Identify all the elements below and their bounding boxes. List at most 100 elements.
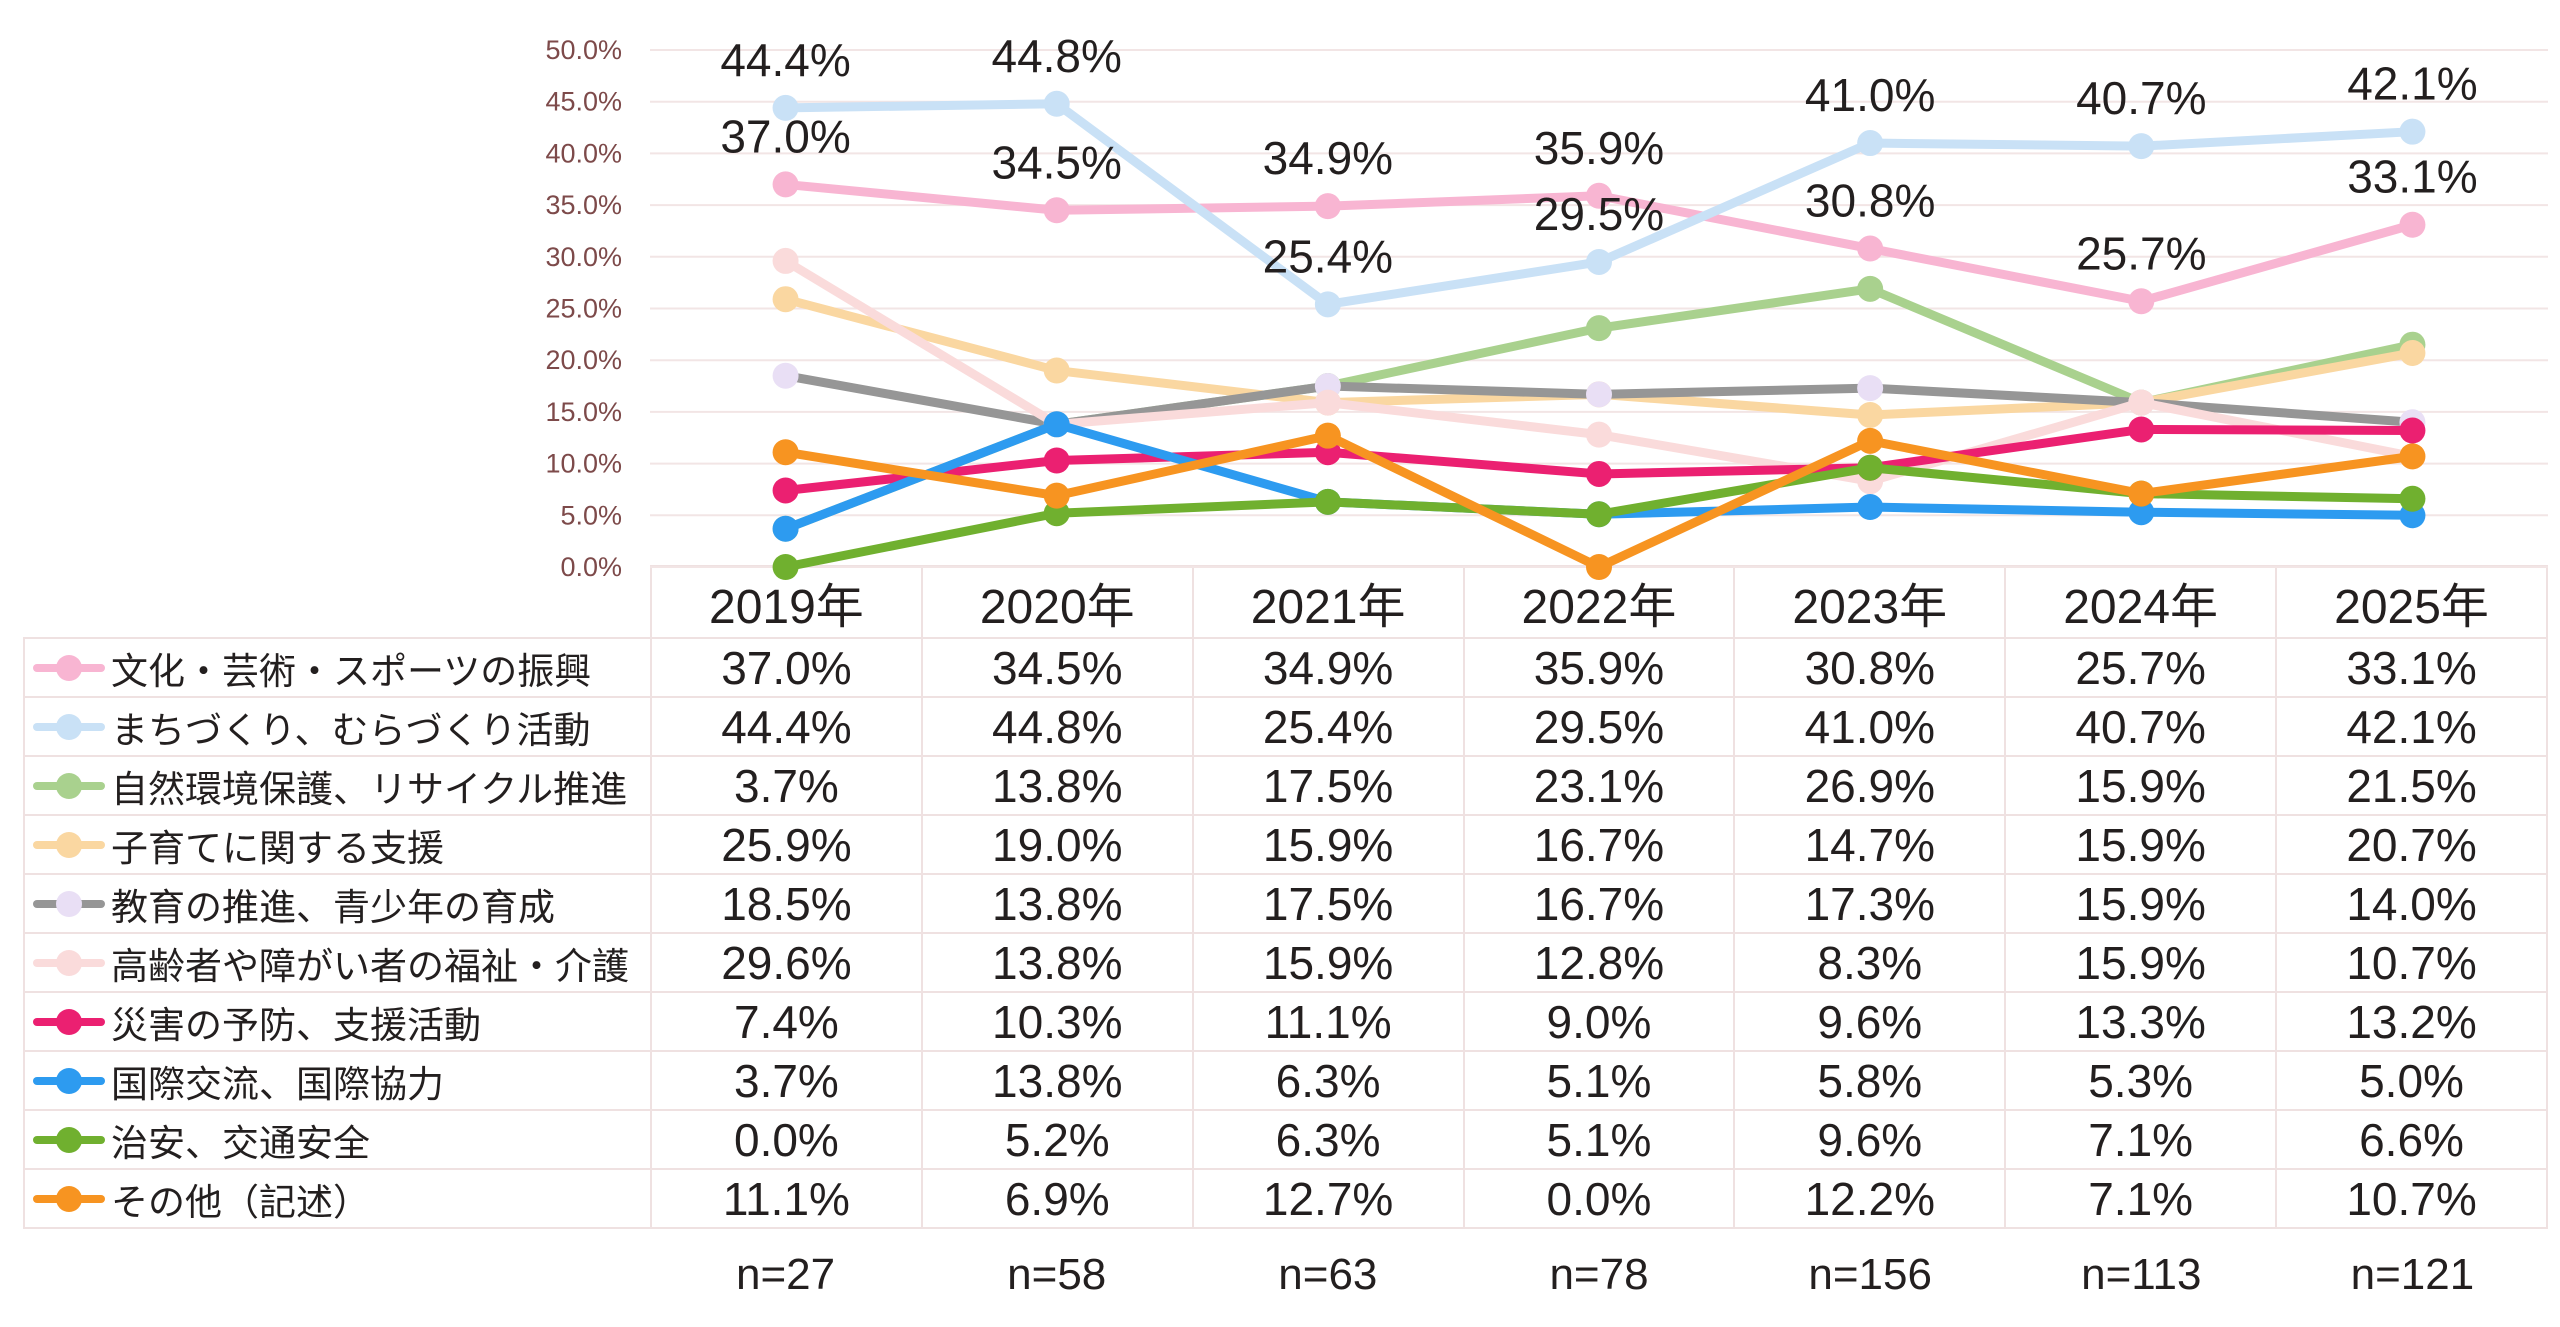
series-marker bbox=[772, 477, 799, 504]
legend-label: 災害の予防、支援活動 bbox=[111, 1004, 481, 1046]
data-label: 30.8% bbox=[1805, 175, 1935, 227]
value-cell: 44.4% bbox=[650, 696, 923, 757]
value-cell: 6.6% bbox=[2275, 1109, 2548, 1170]
legend-item: 治安、交通安全 bbox=[23, 1109, 652, 1170]
series-marker-icon bbox=[33, 654, 105, 682]
y-axis-tick-label: 35.0% bbox=[545, 190, 622, 220]
series-marker bbox=[1314, 439, 1341, 466]
series-marker-icon bbox=[33, 1126, 105, 1154]
data-label: 25.7% bbox=[2076, 227, 2206, 279]
value-cell: 7.1% bbox=[2004, 1168, 2278, 1229]
value-cell: 9.6% bbox=[1733, 1109, 2007, 1170]
series-marker bbox=[2399, 211, 2426, 238]
series-line bbox=[781, 179, 2417, 306]
series-marker bbox=[1857, 130, 1884, 157]
value-cell: 17.5% bbox=[1191, 873, 1465, 934]
legend-item: 国際交流、国際協力 bbox=[23, 1050, 652, 1111]
legend-wrap: 災害の予防、支援活動 bbox=[26, 995, 649, 1049]
table-row: 国際交流、国際協力 3.7% 13.8% 6.3% 5.1% 5.8% 5.3% 5.0% bbox=[23, 1050, 2548, 1111]
value-cell: 15.9% bbox=[2004, 932, 2278, 993]
value-cell: 19.0% bbox=[920, 814, 1194, 875]
table-row: 自然環境保護、リサイクル推進 3.7% 13.8% 17.5% 23.1% 26.9% 15… bbox=[23, 755, 2548, 816]
table-row: 災害の予防、支援活動 7.4% 10.3% 11.1% 9.0% 9.6% 13.3% 13.… bbox=[23, 991, 2548, 1052]
legend-item: その他（記述） bbox=[23, 1168, 652, 1229]
series-marker bbox=[1857, 275, 1884, 302]
value-cell: 34.5% bbox=[920, 637, 1194, 698]
legend-item: 教育の推進、青少年の育成 bbox=[23, 873, 652, 934]
series-marker bbox=[1314, 488, 1341, 515]
value-cell: 13.8% bbox=[920, 932, 1194, 993]
series-marker bbox=[772, 286, 799, 313]
legend-label: 文化・芸術・スポーツの振興 bbox=[111, 650, 592, 692]
value-cell: 25.7% bbox=[2004, 637, 2278, 698]
series-marker bbox=[2399, 118, 2426, 145]
legend-wrap: 国際交流、国際協力 bbox=[26, 1054, 649, 1108]
table-row: 高齢者や障がい者の福祉・介護 29.6% 13.8% 15.9% 12.8% 8.3% 15… bbox=[23, 932, 2548, 993]
legend-label: 国際交流、国際協力 bbox=[111, 1063, 444, 1105]
sample-size: n=63 bbox=[1278, 1250, 1378, 1299]
value-cell: 5.1% bbox=[1462, 1109, 1736, 1170]
legend-item: 子育てに関する支援 bbox=[23, 814, 652, 875]
data-label: 29.5% bbox=[1534, 188, 1664, 240]
value-cell: 15.9% bbox=[1191, 814, 1465, 875]
series-marker bbox=[1586, 421, 1612, 448]
series-marker bbox=[2128, 389, 2155, 416]
series-marker bbox=[2128, 480, 2155, 507]
legend-wrap: 文化・芸術・スポーツの振興 bbox=[26, 641, 649, 695]
series-marker bbox=[2128, 499, 2155, 526]
year-header: 2022年 bbox=[1462, 565, 1736, 639]
value-cell: 14.7% bbox=[1733, 814, 2007, 875]
value-cell: 41.0% bbox=[1733, 696, 2007, 757]
value-cell: 9.0% bbox=[1462, 991, 1736, 1052]
series-marker-icon bbox=[33, 949, 105, 977]
legend-wrap: 教育の推進、青少年の育成 bbox=[26, 877, 649, 931]
value-cell: 15.9% bbox=[2004, 814, 2278, 875]
data-label: 44.8% bbox=[991, 30, 1121, 82]
value-cell: 13.8% bbox=[920, 755, 1194, 816]
series-line bbox=[781, 284, 2417, 534]
value-cell: 33.1% bbox=[2275, 637, 2548, 698]
y-axis-tick-label: 5.0% bbox=[560, 500, 622, 530]
legend-label: その他（記述） bbox=[111, 1181, 370, 1223]
sample-size: n=58 bbox=[1007, 1250, 1107, 1299]
sample-size: n=156 bbox=[1808, 1250, 1932, 1299]
value-cell: 14.0% bbox=[2275, 873, 2548, 934]
series-marker bbox=[1314, 291, 1341, 318]
value-cell: 37.0% bbox=[650, 637, 923, 698]
legend-wrap: その他（記述） bbox=[26, 1172, 649, 1226]
legend-item: 文化・芸術・スポーツの振興 bbox=[23, 637, 652, 698]
table-row: 文化・芸術・スポーツの振興 37.0% 34.5% 34.9% 35.9% 30.8% 25… bbox=[23, 637, 2548, 698]
legend-item: 高齢者や障がい者の福祉・介護 bbox=[23, 932, 652, 993]
year-header: 2023年 bbox=[1733, 565, 2007, 639]
series-marker bbox=[1586, 501, 1612, 528]
value-cell: 11.1% bbox=[1191, 991, 1465, 1052]
series-marker bbox=[2399, 339, 2426, 366]
data-label: 41.0% bbox=[1805, 69, 1935, 121]
value-cell: 13.8% bbox=[920, 1050, 1194, 1111]
series-marker bbox=[1043, 411, 1070, 438]
legend-wrap: 自然環境保護、リサイクル推進 bbox=[26, 759, 649, 813]
series-marker bbox=[2128, 389, 2155, 416]
legend-label: 自然環境保護、リサイクル推進 bbox=[111, 768, 628, 810]
data-label: 25.4% bbox=[1263, 230, 1393, 282]
value-cell: 13.3% bbox=[2004, 991, 2278, 1052]
y-axis-tick-label: 25.0% bbox=[545, 294, 622, 324]
value-cell: 8.3% bbox=[1733, 932, 2007, 993]
series-marker-icon bbox=[33, 890, 105, 918]
value-cell: 44.8% bbox=[920, 696, 1194, 757]
series-marker-icon bbox=[33, 772, 105, 800]
value-cell: 25.4% bbox=[1191, 696, 1465, 757]
value-cell: 10.7% bbox=[2275, 1168, 2548, 1229]
series-marker-icon bbox=[33, 1067, 105, 1095]
legend-label: 高齢者や障がい者の福祉・介護 bbox=[111, 945, 629, 987]
series-marker bbox=[1857, 454, 1884, 481]
value-cell: 23.1% bbox=[1462, 755, 1736, 816]
series-marker-icon bbox=[33, 831, 105, 859]
sample-size-row: n=27 n=58 n=63 n=78 n=156 n=113 n=121 bbox=[650, 1248, 2548, 1302]
legend-label: まちづくり、むらづくり活動 bbox=[111, 709, 591, 751]
year-header: 2019年 bbox=[650, 565, 923, 639]
series-marker bbox=[1314, 488, 1341, 515]
value-cell: 0.0% bbox=[650, 1109, 923, 1170]
value-cell: 25.9% bbox=[650, 814, 923, 875]
